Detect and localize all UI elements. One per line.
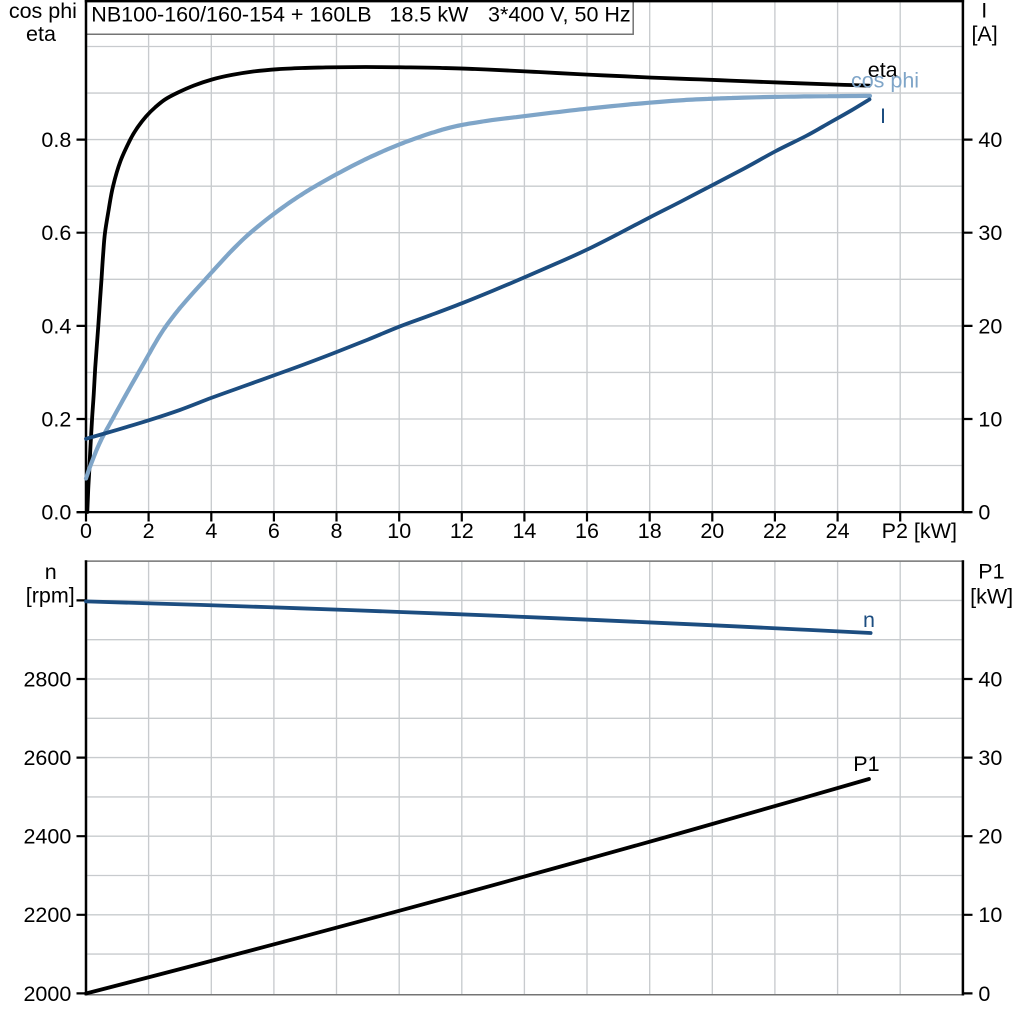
svg-text:0.4: 0.4 bbox=[41, 314, 71, 338]
svg-text:30: 30 bbox=[978, 746, 1002, 770]
svg-text:2: 2 bbox=[143, 519, 155, 543]
svg-text:P1: P1 bbox=[853, 752, 879, 776]
svg-text:[A]: [A] bbox=[971, 22, 997, 46]
svg-text:22: 22 bbox=[763, 519, 787, 543]
svg-text:20: 20 bbox=[978, 825, 1002, 849]
svg-text:P2 [kW]: P2 [kW] bbox=[882, 519, 957, 543]
svg-text:2400: 2400 bbox=[23, 825, 71, 849]
svg-text:[rpm]: [rpm] bbox=[26, 583, 75, 607]
svg-text:18.5 kW: 18.5 kW bbox=[390, 3, 470, 27]
svg-text:NB100-160/160-154 + 160LB: NB100-160/160-154 + 160LB bbox=[91, 3, 371, 27]
svg-text:10: 10 bbox=[978, 407, 1002, 431]
svg-text:12: 12 bbox=[450, 519, 474, 543]
svg-text:4: 4 bbox=[205, 519, 217, 543]
svg-text:0.6: 0.6 bbox=[41, 221, 71, 245]
svg-text:10: 10 bbox=[978, 903, 1002, 927]
svg-text:cos phi: cos phi bbox=[9, 0, 77, 23]
svg-text:40: 40 bbox=[978, 128, 1002, 152]
svg-text:0: 0 bbox=[80, 519, 92, 543]
svg-text:3*400 V, 50 Hz: 3*400 V, 50 Hz bbox=[488, 3, 631, 27]
svg-text:0.8: 0.8 bbox=[41, 128, 71, 152]
svg-text:20: 20 bbox=[978, 314, 1002, 338]
svg-text:eta: eta bbox=[26, 22, 56, 46]
svg-text:10: 10 bbox=[387, 519, 411, 543]
svg-text:I: I bbox=[880, 104, 886, 128]
svg-text:0.0: 0.0 bbox=[41, 501, 71, 525]
svg-text:14: 14 bbox=[512, 519, 536, 543]
svg-text:20: 20 bbox=[700, 519, 724, 543]
svg-text:40: 40 bbox=[978, 667, 1002, 691]
svg-text:n: n bbox=[45, 560, 57, 584]
svg-text:6: 6 bbox=[268, 519, 280, 543]
svg-text:n: n bbox=[863, 608, 875, 632]
svg-text:30: 30 bbox=[978, 221, 1002, 245]
svg-text:2000: 2000 bbox=[23, 982, 71, 1006]
svg-text:16: 16 bbox=[575, 519, 599, 543]
svg-text:8: 8 bbox=[331, 519, 343, 543]
svg-text:I: I bbox=[981, 0, 987, 23]
svg-text:eta: eta bbox=[868, 58, 898, 82]
svg-text:2600: 2600 bbox=[23, 746, 71, 770]
svg-text:0.2: 0.2 bbox=[41, 407, 71, 431]
svg-text:18: 18 bbox=[638, 519, 662, 543]
svg-text:P1: P1 bbox=[978, 560, 1004, 584]
svg-text:2200: 2200 bbox=[23, 903, 71, 927]
svg-text:cos phi: cos phi bbox=[851, 69, 919, 93]
svg-text:0: 0 bbox=[978, 501, 990, 525]
svg-text:[kW]: [kW] bbox=[970, 585, 1013, 609]
svg-text:0: 0 bbox=[978, 982, 990, 1006]
svg-text:24: 24 bbox=[826, 519, 850, 543]
svg-text:2800: 2800 bbox=[23, 667, 71, 691]
